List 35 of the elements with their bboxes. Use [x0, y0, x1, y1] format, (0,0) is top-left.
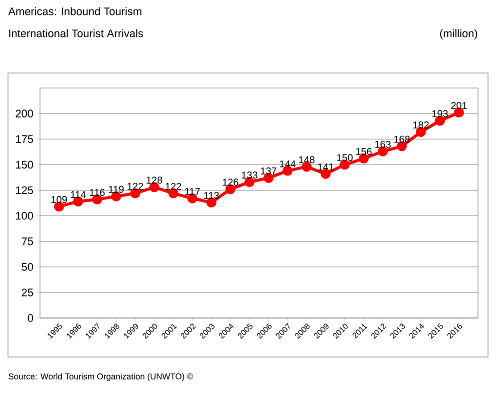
y-tick-label: 175 [16, 135, 34, 143]
data-label: 119 [109, 186, 124, 193]
data-label: 148 [299, 156, 314, 164]
data-label: 156 [356, 148, 372, 156]
data-label: 193 [432, 110, 448, 118]
data-label: 137 [260, 167, 276, 174]
chart-title: Americas: Inbound Tourism [8, 7, 142, 16]
data-label: 109 [52, 196, 67, 204]
y-tick-label: 50 [22, 263, 34, 271]
y-tick-label: 0 [28, 314, 34, 322]
data-label: 201 [451, 102, 467, 110]
y-tick-label: 75 [22, 238, 34, 246]
y-axis-title: (million) [440, 29, 478, 40]
data-label: 144 [280, 160, 296, 168]
y-tick-label: 25 [22, 288, 34, 296]
data-label: 182 [413, 121, 429, 128]
y-tick-label: 150 [16, 160, 34, 169]
data-label: 122 [128, 182, 144, 190]
data-label: 133 [242, 172, 258, 179]
y-tick-label: 125 [16, 186, 34, 194]
chart-subtitle: International Tourist Arrivals [9, 29, 143, 38]
y-tick-label: 200 [16, 110, 34, 118]
data-label: 116 [90, 188, 105, 196]
data-label: 117 [185, 188, 200, 195]
data-label: 113 [204, 192, 219, 199]
data-label: 128 [146, 176, 162, 184]
data-label: 168 [394, 136, 410, 143]
y-tick-label: 100 [16, 212, 34, 220]
data-label: 141 [318, 164, 334, 170]
data-label: 163 [375, 140, 391, 148]
data-label: 150 [337, 154, 353, 162]
data-label: 122 [166, 182, 182, 190]
data-label: 114 [70, 191, 86, 198]
source-note: Source: World Tourism Organization (UNWTO) © [8, 373, 194, 382]
data-label: 126 [222, 178, 238, 186]
